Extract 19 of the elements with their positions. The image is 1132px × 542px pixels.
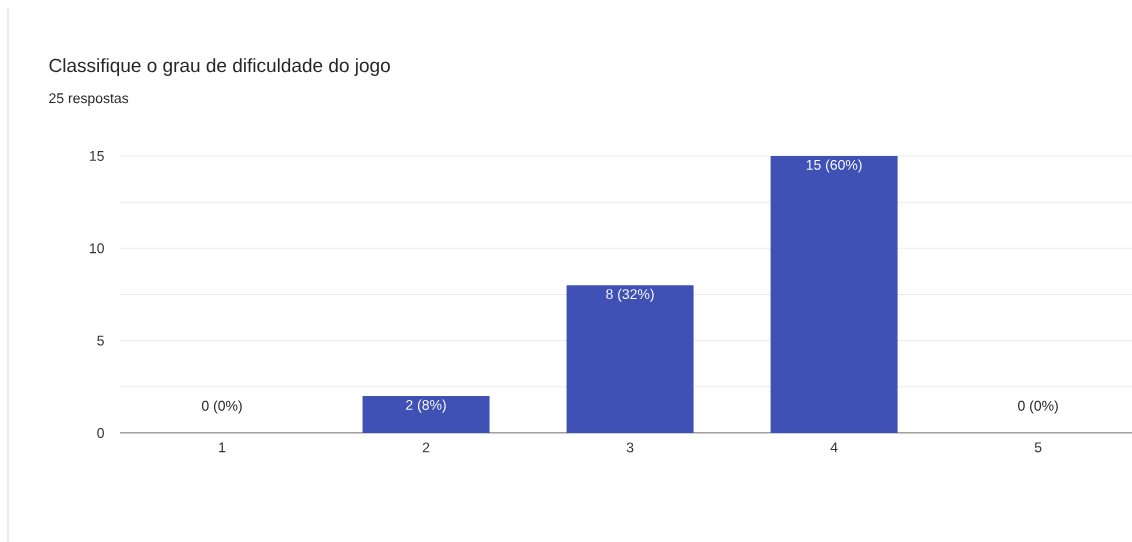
chart-title: Classifique o grau de dificuldade do jogo — [49, 58, 390, 76]
chart-subtitle: 25 respostas — [49, 93, 129, 106]
x-tick-label: 1 — [219, 442, 226, 453]
data-label: 0 (0%) — [1018, 400, 1058, 414]
data-label: 15 (60%) — [806, 159, 862, 173]
y-tick-label: 10 — [89, 243, 104, 254]
bar — [770, 156, 898, 433]
y-tick-label: 15 — [89, 151, 104, 161]
y-tick-label: 5 — [97, 335, 104, 346]
bar — [362, 396, 490, 433]
data-label: 0 (0%) — [201, 400, 242, 414]
x-tick-label: 2 — [422, 442, 430, 453]
y-tick-label: 0 — [97, 428, 104, 438]
x-tick-label: 3 — [626, 442, 634, 453]
x-tick-label: 5 — [1034, 442, 1042, 453]
x-tick-label: 4 — [830, 442, 838, 453]
bar — [566, 285, 694, 433]
data-label: 2 (8%) — [406, 399, 446, 413]
data-label: 8 (32%) — [606, 288, 654, 302]
